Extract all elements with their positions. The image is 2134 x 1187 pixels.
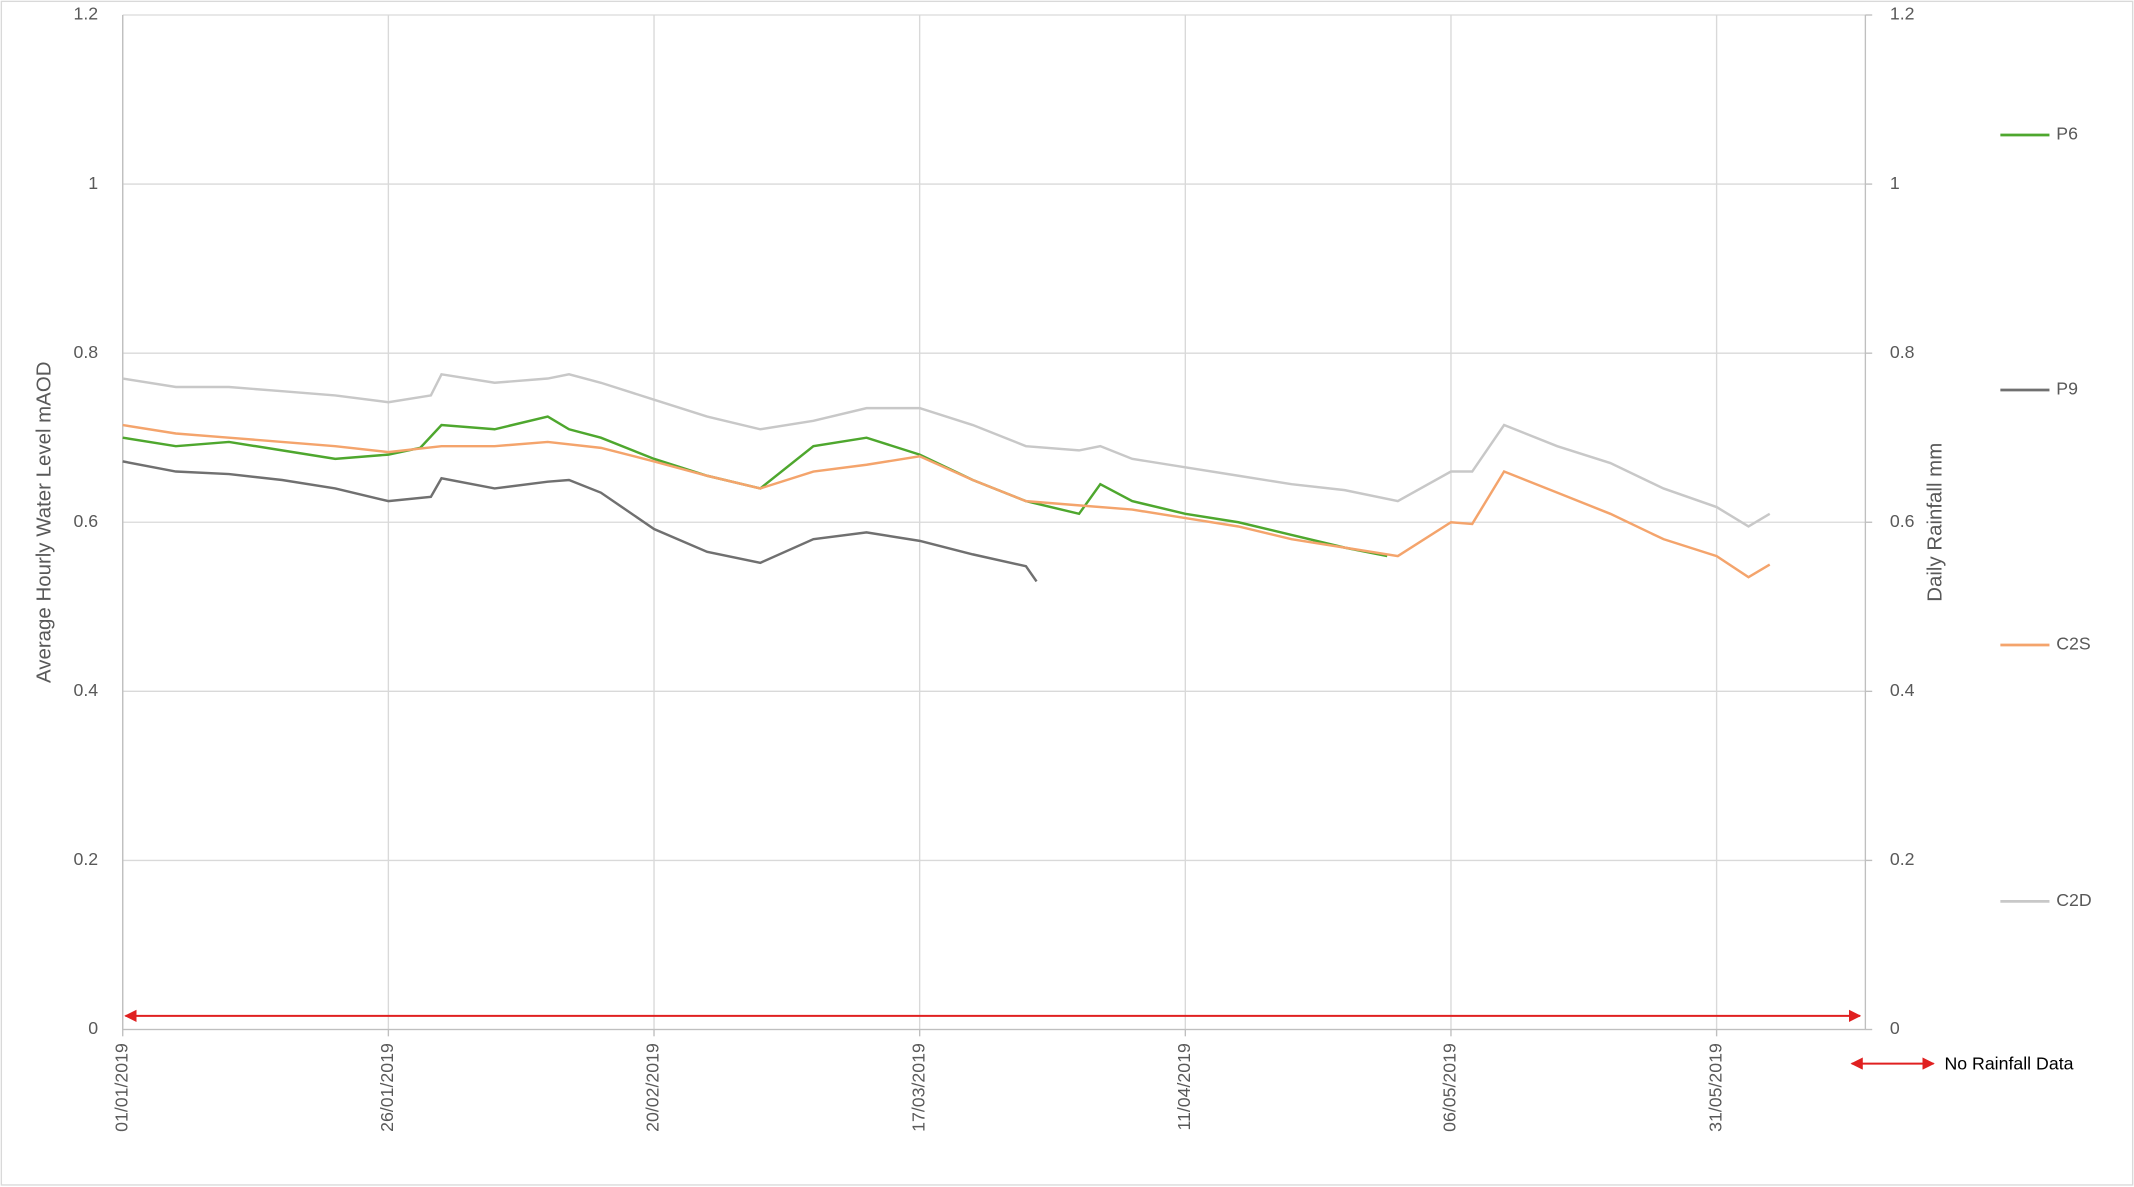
legend-label: P9 [2056,379,2078,399]
x-tick-label: 01/01/2019 [111,1043,131,1132]
y-tick-label: 0.8 [74,342,99,362]
y2-tick-label: 1.2 [1890,4,1915,24]
x-tick-label: 31/05/2019 [1705,1043,1725,1132]
y2-tick-label: 0.4 [1890,680,1915,700]
legend-label: C2S [2056,634,2090,654]
x-tick-label: 26/01/2019 [377,1043,397,1132]
y-axis-label: Average Hourly Water Level mAOD [32,362,55,683]
y2-tick-label: 1 [1890,173,1900,193]
series-line [122,372,1771,528]
series-line [122,460,1038,583]
y2-tick-label: 0.2 [1890,849,1915,869]
y-tick-label: 0.2 [74,849,99,869]
legend-label: P6 [2056,124,2078,144]
x-tick-label: 11/04/2019 [1174,1043,1194,1131]
y2-tick-label: 0 [1890,1018,1900,1038]
y-tick-label: 1 [88,173,98,193]
x-tick-label: 17/03/2019 [908,1043,928,1132]
y-tick-label: 0.6 [74,511,99,531]
annotation-text: No Rainfall Data [1944,1054,2073,1074]
y-tick-label: 0 [88,1018,98,1038]
y-tick-label: 1.2 [74,4,99,24]
series-line [122,423,1771,579]
y2-tick-label: 0.6 [1890,511,1915,531]
legend-label: C2D [2056,890,2091,910]
y2-axis-label: Daily Rainfall mm [1924,443,1947,602]
y2-tick-label: 0.8 [1890,342,1915,362]
y-tick-label: 0.4 [74,680,99,700]
x-tick-label: 06/05/2019 [1440,1043,1460,1132]
x-tick-label: 20/02/2019 [643,1043,663,1132]
